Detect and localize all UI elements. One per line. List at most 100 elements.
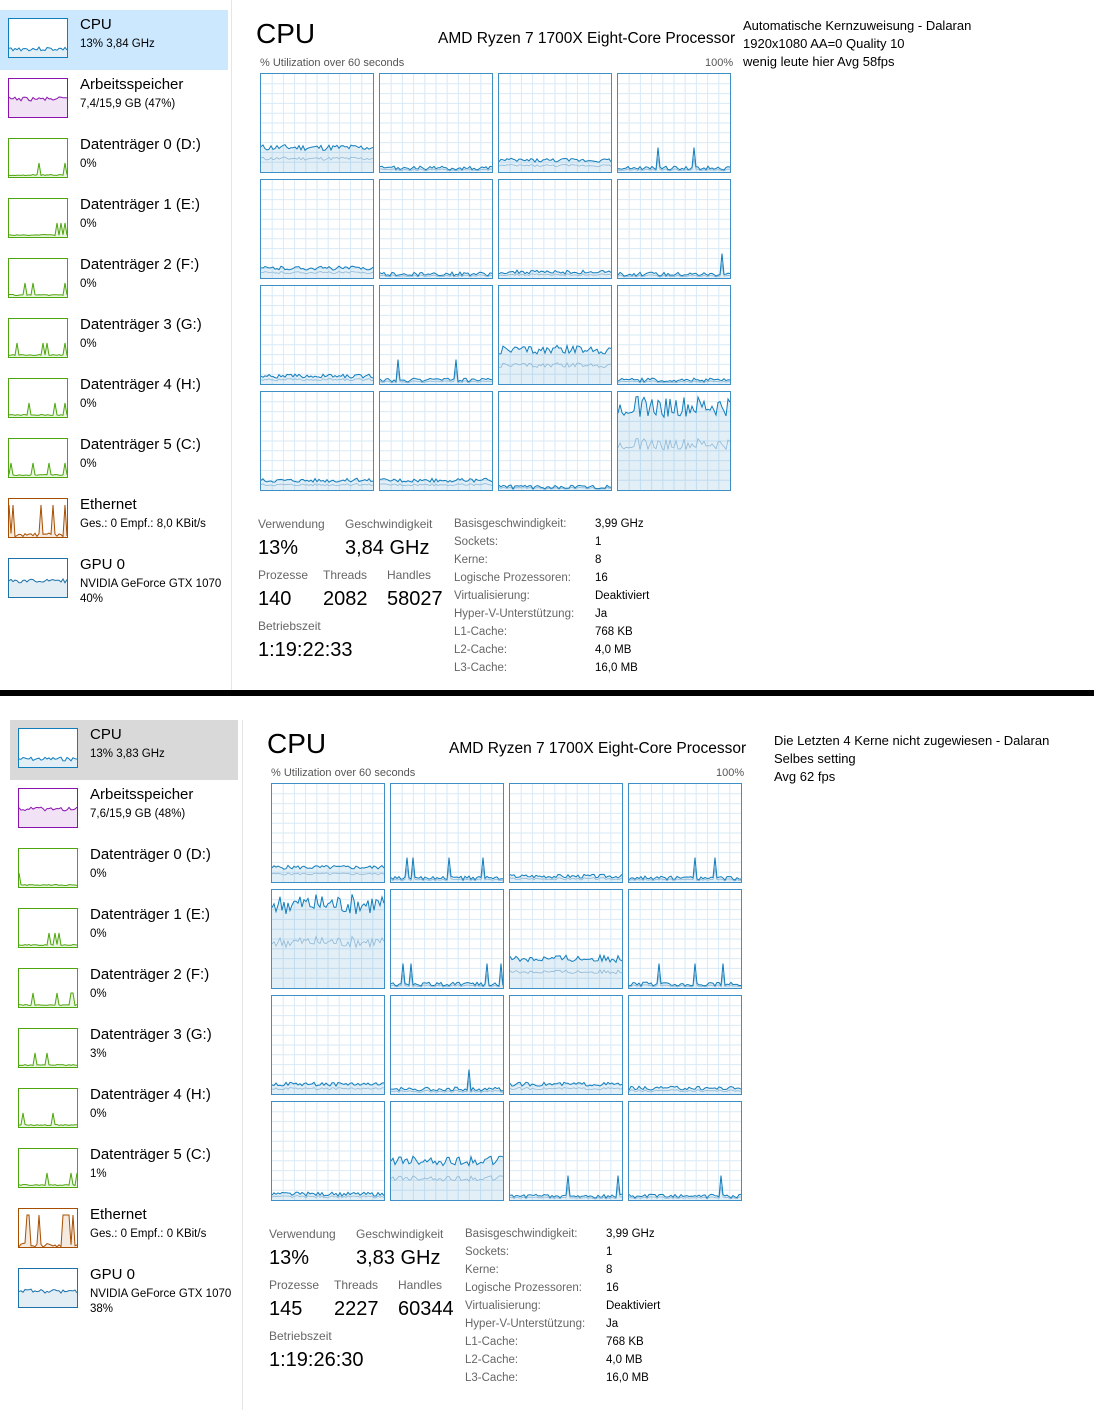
sidebar-item-title: Datenträger 1 (E:) [80,196,201,213]
kernel-time-line [380,483,492,487]
note-line: Selbes setting [774,751,856,766]
utilization-line [510,873,622,879]
logical-processor-graph [260,285,374,385]
sidebar-item-5[interactable]: Datenträger 3 (G:) 3% [10,1020,238,1080]
sidebar-item-5[interactable]: Datenträger 3 (G:) 0% [0,310,228,370]
info-value: 3,99 GHz [595,518,644,530]
logical-processor-graph [379,73,493,173]
sidebar-item-1[interactable]: Arbeitsspeicher 7,6/15,9 GB (48%) [10,780,238,840]
utilization-line [261,265,373,271]
info-value: Deaktiviert [606,1300,661,1312]
task-manager-panel-b: CPU 13% 3,83 GHz Arbeitsspeicher 7,6/15,9 G… [0,720,1094,1410]
threads-value: 2082 [323,588,368,610]
usage-value: 13% [269,1247,310,1269]
utilization-line [618,147,730,171]
kernel-time-line [272,1195,384,1199]
logical-processor-graph [379,179,493,279]
sidebar-item-4[interactable]: Datenträger 2 (F:) 0% [10,960,238,1020]
uptime-label: Betriebszeit [258,619,321,633]
network-graph-icon [8,498,68,538]
logical-processor-graph [390,1101,504,1201]
sidebar-item-title: GPU 0 [90,1266,136,1283]
info-value: Ja [606,1318,619,1330]
sidebar-item-title: Datenträger 2 (F:) [80,256,200,273]
info-value: 16 [606,1282,619,1294]
info-label: L3-Cache: [454,662,508,674]
kernel-time-line [380,274,492,278]
sidebar-item-title: Datenträger 3 (G:) [80,316,202,333]
sidebar-item-1[interactable]: Arbeitsspeicher 7,4/15,9 GB (47%) [0,70,228,130]
utilization-line [391,857,503,882]
utilization-area [261,144,373,172]
kernel-time-line [510,877,622,881]
info-value: Deaktiviert [595,590,650,602]
handles-label: Handles [398,1278,443,1292]
info-value: 768 KB [606,1336,644,1348]
sidebar-item-0[interactable]: CPU 13% 3,84 GHz [0,10,228,70]
sidebar-item-3[interactable]: Datenträger 1 (E:) 0% [0,190,228,250]
note-line: 1920x1080 AA=0 Quality 10 [743,36,905,51]
sidebar-item-7[interactable]: Datenträger 5 (C:) 1% [10,1140,238,1200]
threads-value: 2227 [334,1298,379,1320]
sidebar-item-title: Datenträger 0 (D:) [90,846,211,863]
sidebar-item-title: Ethernet [90,1206,147,1223]
sidebar-item-subtitle: 0% [80,458,97,470]
sidebar-item-4[interactable]: Datenträger 2 (F:) 0% [0,250,228,310]
sidebar-item-subtitle: 1% [90,1168,107,1180]
logical-processor-graph [379,285,493,385]
info-label: Hyper-V-Unterstützung: [465,1318,586,1330]
info-value: Ja [595,608,608,620]
utilization-area [499,345,611,384]
kernel-time-line [618,264,730,278]
info-label: L1-Cache: [465,1336,519,1348]
processes-value: 140 [258,588,292,610]
kernel-time-line [261,483,373,487]
utilization-line [380,271,492,277]
logical-processor-graph [628,783,742,883]
sidebar-item-subtitle: 0% [80,218,97,230]
sidebar-item-2[interactable]: Datenträger 0 (D:) 0% [10,840,238,900]
sidebar-item-subtitle: 0% [90,928,107,940]
page-title: CPU [256,18,316,49]
usage-label: Verwendung [258,517,325,531]
sidebar-item-title: Datenträger 5 (C:) [80,436,201,453]
note-line: Avg 62 fps [774,769,836,784]
utilization-area [618,253,730,278]
logical-processor-graph [628,1101,742,1201]
sidebar-item-0[interactable]: CPU 13% 3,83 GHz [10,720,238,780]
sidebar-item-subtitle: 13% 3,83 GHz [90,748,165,760]
kernel-time-line [618,158,730,172]
info-label: Sockets: [465,1246,510,1258]
sidebar-item-7[interactable]: Datenträger 5 (C:) 0% [0,430,228,490]
speed-value: 3,84 GHz [345,537,430,559]
sidebar-item-8[interactable]: Ethernet Ges.: 0 Empf.: 8,0 KBit/s [0,490,228,550]
processes-label: Prozesse [258,568,309,582]
disk-graph-icon [18,848,78,888]
page-title: CPU [267,728,327,759]
sidebar-item-6[interactable]: Datenträger 4 (H:) 0% [0,370,228,430]
sidebar-item-9[interactable]: GPU 0 NVIDIA GeForce GTX 1070 38% [10,1260,238,1320]
sidebar-item-subtitle: Ges.: 0 Empf.: 0 KBit/s [90,1228,207,1240]
cpu-graph-icon [18,728,78,768]
kernel-time-line [629,1089,741,1093]
sidebar-item-6[interactable]: Datenträger 4 (H:) 0% [10,1080,238,1140]
sidebar-item-subtitle: 0% [90,868,107,880]
max-percent-label: 100% [716,767,745,779]
sidebar-item-3[interactable]: Datenträger 1 (E:) 0% [10,900,238,960]
utilization-line [510,1175,622,1199]
sidebar-item-title: Datenträger 1 (E:) [90,906,211,923]
sidebar-item-9[interactable]: GPU 0 NVIDIA GeForce GTX 1070 40% [0,550,228,610]
utilization-label: % Utilization over 60 seconds [260,57,405,69]
sidebar-item-subtitle: Ges.: 0 Empf.: 8,0 KBit/s [80,518,206,530]
sidebar-item-title: Datenträger 2 (F:) [90,966,210,983]
disk-graph-icon [18,1088,78,1128]
utilization-line [272,864,384,870]
sidebar-item-2[interactable]: Datenträger 0 (D:) 0% [0,130,228,190]
kernel-time-line [272,872,384,876]
sidebar-item-8[interactable]: Ethernet Ges.: 0 Empf.: 0 KBit/s [10,1200,238,1260]
info-label: Basisgeschwindigkeit: [454,518,567,530]
logical-processor-graph [271,783,385,883]
processor-name: AMD Ryzen 7 1700X Eight-Core Processor [449,740,747,757]
cpu-main-pane: CPU AMD Ryzen 7 1700X Eight-Core Process… [0,720,1094,1410]
utilization-line [380,165,492,171]
